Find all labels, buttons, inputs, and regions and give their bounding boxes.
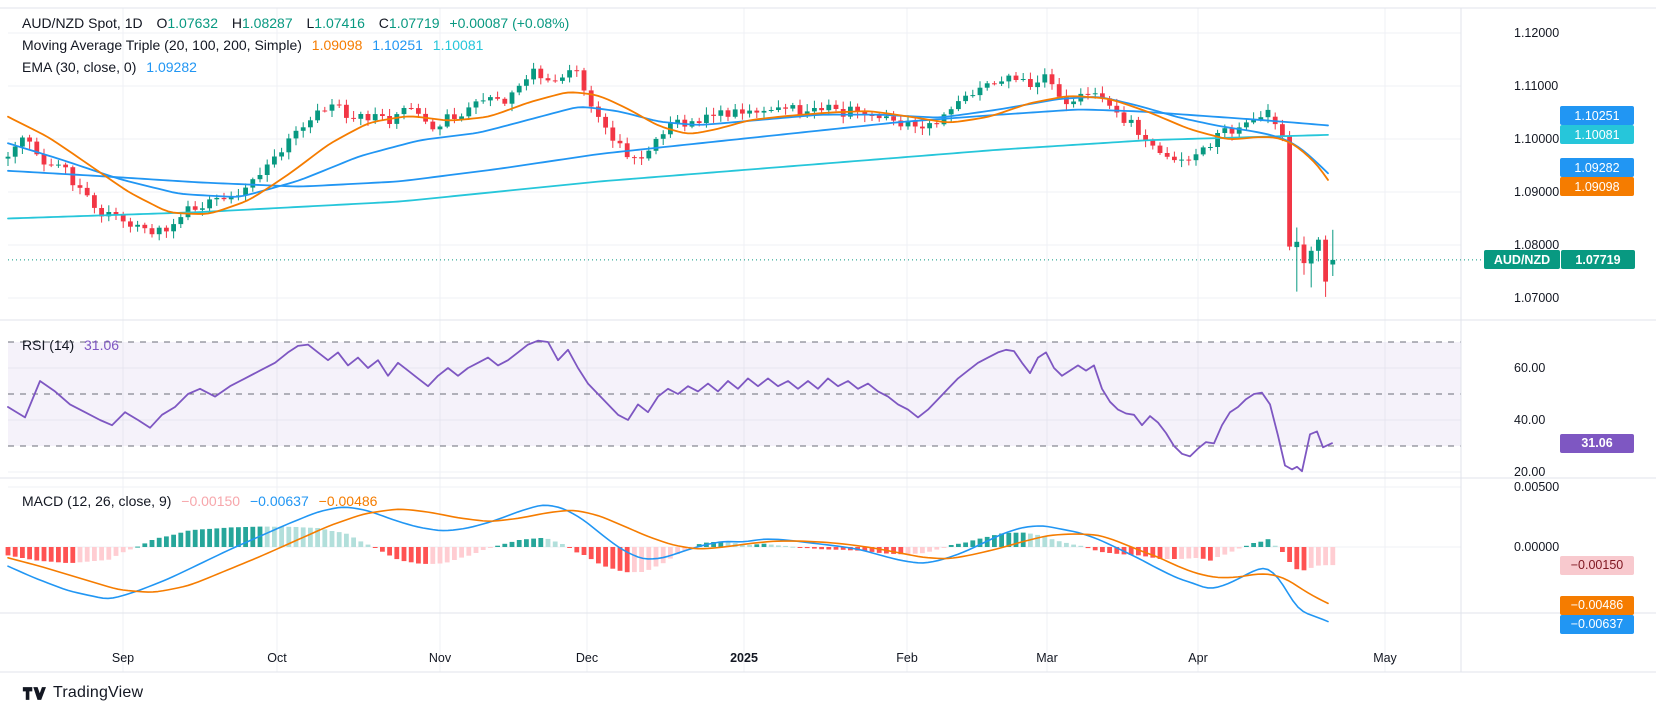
ema-legend-row[interactable]: EMA (30, close, 0) 1.09282 [22, 56, 569, 78]
open-value: 1.07632 [167, 15, 218, 31]
ma-triple-legend-row[interactable]: Moving Average Triple (20, 100, 200, Sim… [22, 34, 569, 56]
time-axis-label[interactable]: Nov [428, 651, 452, 665]
time-axis-label[interactable]: Dec [575, 651, 599, 665]
signal-badge: −0.00486 [1560, 595, 1634, 615]
ema30-badge: 1.09282 [1560, 158, 1634, 178]
time-axis-label[interactable]: Oct [267, 651, 287, 665]
macd-line-value: −0.00637 [249, 493, 309, 509]
close-value: 1.07719 [388, 15, 440, 31]
rsi-axis-label: 60.00 [1514, 361, 1546, 375]
histogram-badge: −0.00150 [1560, 555, 1634, 575]
candles-layer [5, 62, 1336, 297]
last-price-badge: 1.07719 [1561, 250, 1635, 270]
ema-value: 1.09282 [146, 59, 197, 75]
rsi-value-badge: 31.06 [1560, 433, 1634, 453]
open-label: O [156, 15, 168, 31]
tradingview-logo-icon [22, 686, 46, 700]
sma200-value: 1.10081 [432, 37, 484, 53]
macd-lines-layer [7, 504, 1329, 623]
symbol-price-badge: AUD/NZD [1484, 250, 1560, 270]
price-axis-label: 1.11000 [1514, 79, 1559, 93]
close-label: C [378, 15, 389, 31]
ma-triple-label: Moving Average Triple (20, 100, 200, Sim… [22, 37, 302, 53]
rsi-axis-label: 20.00 [1514, 465, 1546, 479]
symbol-legend-row: AUD/NZD Spot, 1D O1.07632 H1.08287 L1.07… [22, 12, 569, 34]
price-axis-label: 1.07000 [1514, 291, 1560, 305]
macd-label: MACD (12, 26, close, 9) [22, 493, 172, 509]
change-value: +0.00087 (+0.08%) [449, 15, 570, 31]
macd-axis-label: 0.00000 [1514, 540, 1560, 554]
rsi-axis-label: 40.00 [1514, 413, 1546, 427]
rsi-band-layer [8, 341, 1461, 447]
time-axis-label[interactable]: May [1373, 651, 1397, 665]
sma20-badge: 1.09098 [1560, 177, 1634, 197]
rsi-label: RSI (14) [22, 337, 75, 353]
high-label: H [231, 15, 242, 31]
low-value: 1.07416 [314, 15, 365, 31]
time-axis-label[interactable]: Sep [111, 651, 135, 665]
price-axis-label: 1.09000 [1514, 185, 1560, 199]
sma100-value: 1.10251 [372, 37, 423, 53]
macd-signal-value: −0.00486 [318, 493, 378, 509]
low-label: L [306, 15, 315, 31]
price-axis-label: 1.08000 [1514, 238, 1560, 252]
macd-pane-legend[interactable]: MACD (12, 26, close, 9) −0.00150 −0.0063… [22, 490, 377, 512]
sma200-badge: 1.10081 [1560, 125, 1634, 145]
rsi-value: 31.06 [84, 337, 120, 353]
moving-averages-layer [7, 91, 1329, 220]
symbol-title[interactable]: AUD/NZD Spot, 1D [22, 15, 143, 31]
macd-axis-label: 0.00500 [1514, 480, 1560, 494]
sma100-badge: 1.10251 [1560, 106, 1634, 126]
sma20-value: 1.09098 [311, 37, 363, 53]
high-value: 1.08287 [242, 15, 293, 31]
macd-hist-value: −0.00150 [181, 493, 241, 509]
rsi-line-layer [7, 339, 1333, 473]
pane-dividers [0, 7, 1656, 673]
ema-label: EMA (30, close, 0) [22, 59, 137, 75]
rsi-pane-legend[interactable]: RSI (14) 31.06 [22, 334, 119, 356]
time-axis-label[interactable]: Mar [1036, 651, 1058, 665]
brand-text: TradingView [53, 684, 144, 701]
tradingview-brand[interactable]: TradingView [22, 684, 143, 702]
grid-layer [8, 8, 1461, 672]
macd-badge: −0.00637 [1560, 614, 1634, 634]
price-axis-label: 1.12000 [1514, 26, 1560, 40]
time-axis-label[interactable]: Feb [896, 651, 918, 665]
main-pane-legend: AUD/NZD Spot, 1D O1.07632 H1.08287 L1.07… [22, 12, 569, 78]
time-axis-label[interactable]: 2025 [730, 651, 758, 665]
price-axis-label: 1.10000 [1514, 132, 1560, 146]
time-axis-label[interactable]: Apr [1188, 651, 1208, 665]
